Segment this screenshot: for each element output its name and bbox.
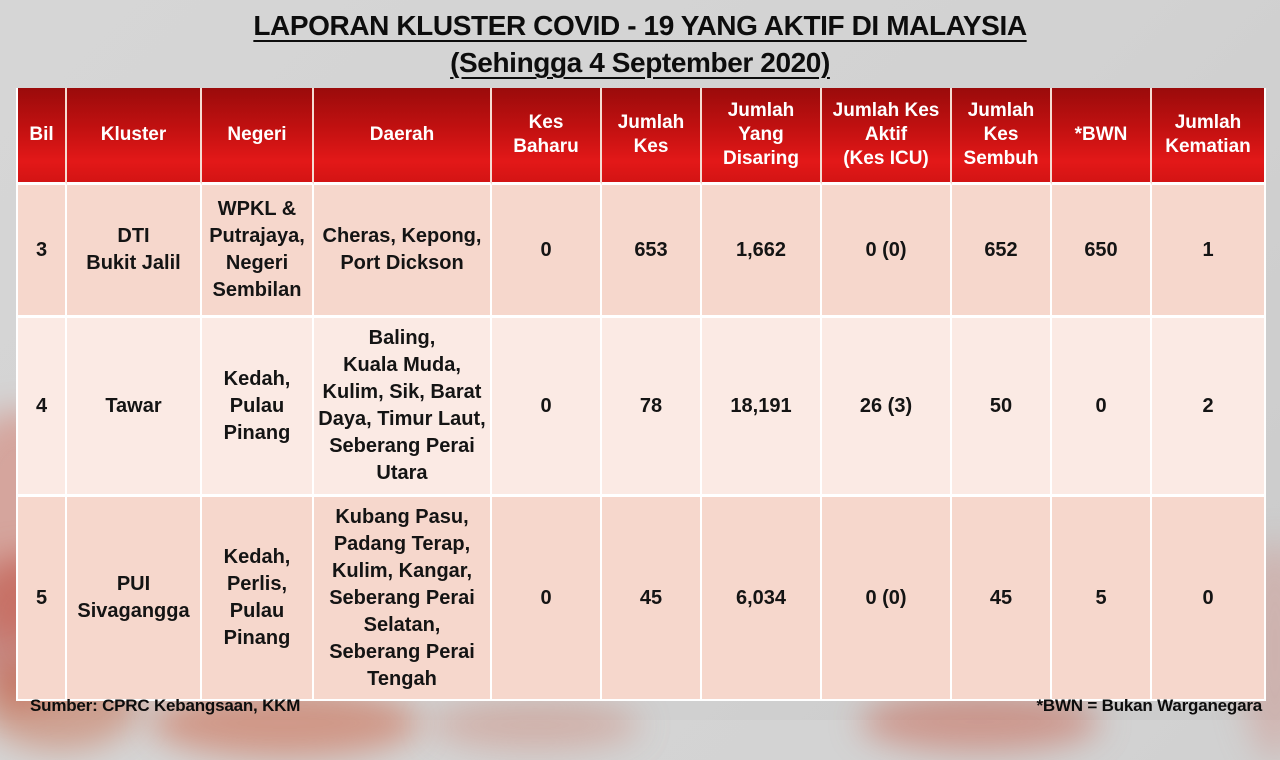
table-cell: 653 (602, 185, 702, 318)
page-title-line1: LAPORAN KLUSTER COVID - 19 YANG AKTIF DI… (253, 10, 1027, 41)
table-cell: Kedah, Perlis, Pulau Pinang (202, 497, 314, 699)
page-title-line2: (Sehingga 4 September 2020) (450, 47, 830, 78)
table-row: 5 PUI Sivagangga Kedah, Perlis, Pulau Pi… (18, 497, 1264, 699)
table-cell: DTI Bukit Jalil (67, 185, 202, 318)
table-cell: 1 (1152, 185, 1264, 318)
cluster-table: Bil Kluster Negeri Daerah Kes Baharu Jum… (16, 88, 1266, 701)
table-cell: WPKL & Putrajaya, Negeri Sembilan (202, 185, 314, 318)
table-row: 3 DTI Bukit Jalil WPKL & Putrajaya, Nege… (18, 185, 1264, 318)
table-cell: Kedah, Pulau Pinang (202, 318, 314, 497)
table-cell: 3 (18, 185, 67, 318)
table-cell: 5 (18, 497, 67, 699)
table-cell: 650 (1052, 185, 1152, 318)
table-cell: 0 (492, 185, 602, 318)
column-header-jumlah-kes: Jumlah Kes (602, 88, 702, 185)
column-header-daerah: Daerah (314, 88, 492, 185)
table-cell: Baling, Kuala Muda, Kulim, Sik, Barat Da… (314, 318, 492, 497)
table-cell: 1,662 (702, 185, 822, 318)
page-title: LAPORAN KLUSTER COVID - 19 YANG AKTIF DI… (0, 7, 1280, 81)
table-cell: 4 (18, 318, 67, 497)
table-cell: 6,034 (702, 497, 822, 699)
table-cell: 18,191 (702, 318, 822, 497)
table-cell: 2 (1152, 318, 1264, 497)
table-cell: 50 (952, 318, 1052, 497)
bwn-legend-note: *BWN = Bukan Warganegara (1036, 695, 1262, 715)
table-cell: 0 (492, 318, 602, 497)
column-header-jumlah-kes-sembuh: Jumlah Kes Sembuh (952, 88, 1052, 185)
table-cell: 0 (1152, 497, 1264, 699)
table-cell: 0 (1052, 318, 1152, 497)
table-header-row: Bil Kluster Negeri Daerah Kes Baharu Jum… (18, 88, 1264, 185)
column-header-bwn: *BWN (1052, 88, 1152, 185)
column-header-bil: Bil (18, 88, 67, 185)
column-header-kluster: Kluster (67, 88, 202, 185)
table-cell: Kubang Pasu, Padang Terap, Kulim, Kangar… (314, 497, 492, 699)
table-cell: 45 (952, 497, 1052, 699)
slide-footer: Sumber: CPRC Kebangsaan, KKM *BWN = Buka… (0, 691, 1280, 720)
table-cell: 78 (602, 318, 702, 497)
table-row: 4 Tawar Kedah, Pulau Pinang Baling, Kual… (18, 318, 1264, 497)
table-cell: 0 (0) (822, 185, 952, 318)
table-cell: 0 (492, 497, 602, 699)
table-cell: 0 (0) (822, 497, 952, 699)
table-cell: PUI Sivagangga (67, 497, 202, 699)
table-cell: 26 (3) (822, 318, 952, 497)
table-cell: 5 (1052, 497, 1152, 699)
source-note: Sumber: CPRC Kebangsaan, KKM (30, 695, 301, 715)
column-header-jumlah-kematian: Jumlah Kematian (1152, 88, 1264, 185)
table-cell: 45 (602, 497, 702, 699)
column-header-jumlah-yang-disaring: Jumlah Yang Disaring (702, 88, 822, 185)
column-header-negeri: Negeri (202, 88, 314, 185)
table-cell: Tawar (67, 318, 202, 497)
table-cell: Cheras, Kepong, Port Dickson (314, 185, 492, 318)
column-header-kes-baharu: Kes Baharu (492, 88, 602, 185)
column-header-jumlah-kes-aktif: Jumlah Kes Aktif (Kes ICU) (822, 88, 952, 185)
table-cell: 652 (952, 185, 1052, 318)
